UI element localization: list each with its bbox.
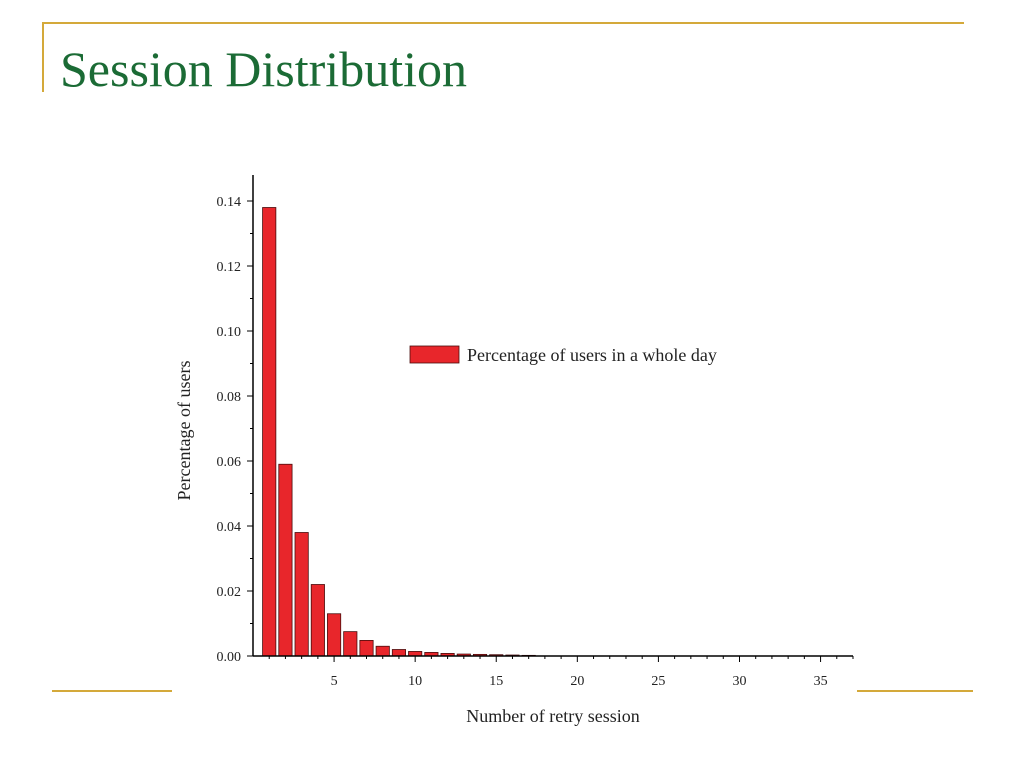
legend-swatch (409, 345, 460, 364)
y-tick-label: 0.08 (217, 390, 242, 405)
axes-layer: 0.00 0.02 0.04 0.06 0.08 0.10 0.12 0.14 5 10 15 20 2… (217, 175, 854, 689)
y-tick-label: 0.00 (217, 650, 242, 665)
x-tick-label: 5 (331, 674, 338, 689)
bottom-left-accent-line (52, 690, 172, 692)
bar-7 (359, 640, 374, 657)
left-accent-line (42, 22, 44, 92)
bottom-right-accent-line (857, 690, 973, 692)
top-accent-line (42, 22, 964, 24)
legend: Percentage of users in a whole day (409, 345, 717, 365)
slide-title: Session Distribution (60, 41, 467, 97)
bar-8 (375, 645, 390, 657)
bars-layer (262, 207, 536, 657)
y-tick-label: 0.10 (217, 325, 242, 340)
y-tick-label: 0.12 (217, 260, 242, 275)
x-tick-label: 35 (814, 674, 828, 689)
x-axis-title: Number of retry session (466, 706, 639, 726)
x-tick-label: 25 (651, 674, 665, 689)
x-tick-label: 30 (732, 674, 746, 689)
bar-5 (327, 613, 342, 657)
x-tick-label: 20 (570, 674, 584, 689)
y-tick-label: 0.02 (217, 585, 242, 600)
y-tick-label: 0.06 (217, 455, 242, 470)
y-tick-label: 0.04 (217, 520, 242, 535)
x-tick-label: 15 (489, 674, 503, 689)
bar-9 (391, 649, 406, 657)
bar-3 (294, 532, 309, 657)
y-tick-label: 0.14 (217, 195, 242, 210)
legend-label: Percentage of users in a whole day (467, 345, 717, 365)
y-axis-title: Percentage of users (174, 361, 194, 501)
bar-2 (278, 463, 293, 657)
bar-6 (343, 631, 358, 657)
x-tick-label: 10 (408, 674, 422, 689)
bar-4 (310, 584, 325, 657)
bar-1 (262, 207, 277, 657)
